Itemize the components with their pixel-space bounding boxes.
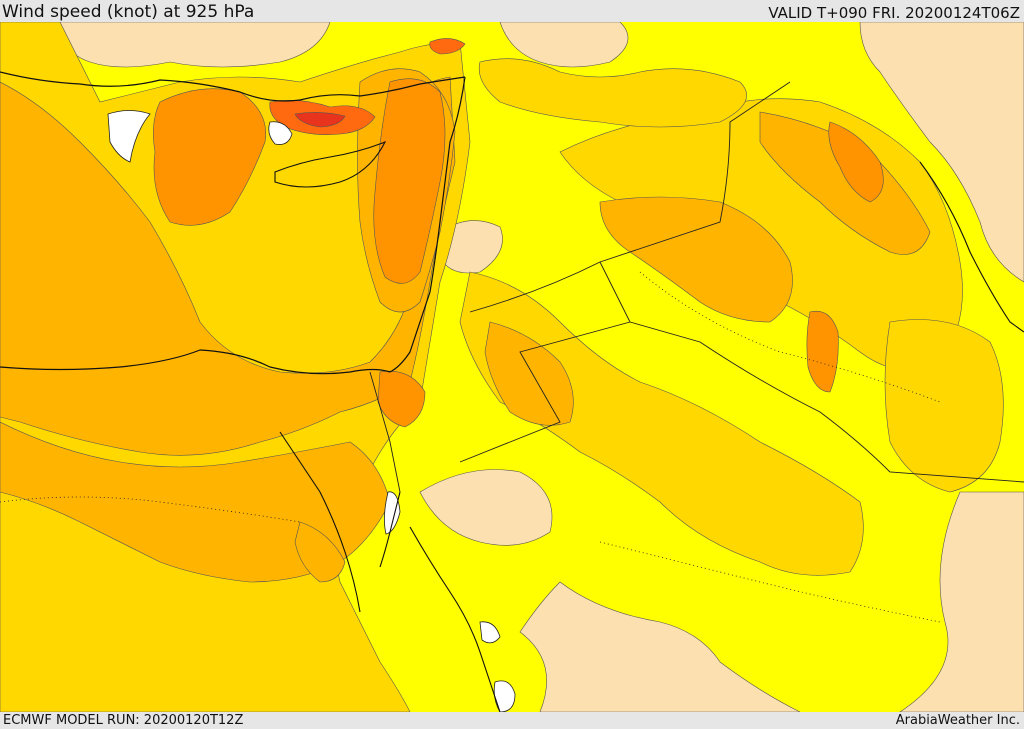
border-iraq-syria (469, 81, 791, 313)
field-orange-levant (373, 78, 446, 284)
map-title: Wind speed (knot) at 925 hPa (2, 2, 255, 22)
water-aegean (107, 110, 151, 163)
field-amber-nile (0, 421, 391, 583)
field-light-south (519, 581, 801, 712)
field-light-sinai (419, 469, 553, 546)
admin-line-iraq (639, 271, 941, 403)
field-light-lebanon (439, 220, 503, 274)
coastline-gulf-suez (279, 431, 361, 613)
water-red-sea (479, 621, 501, 644)
credit-label: ArabiaWeather Inc. (895, 713, 1020, 728)
coastline-turkey (0, 71, 466, 102)
map-canvas (0, 22, 1024, 712)
field-amber-jordan (484, 321, 574, 426)
field-red-core (294, 112, 346, 128)
field-light-east (899, 491, 1024, 712)
coastline-red-sea-east (409, 526, 501, 712)
field-light-topright (859, 22, 1024, 283)
field-golden-jordan (459, 271, 864, 576)
field-orange-iraq (828, 121, 884, 203)
wind-speed-map[interactable] (0, 22, 1024, 712)
footer-bar: ECMWF MODEL RUN: 20200120T12Z ArabiaWeat… (0, 712, 1024, 729)
field-light-westtop (59, 22, 331, 68)
admin-line-egypt (0, 496, 301, 523)
field-amber-redsea (294, 521, 346, 583)
field-golden-east (884, 319, 1004, 493)
field-light-northcenter (499, 22, 629, 68)
coastline-gulf-aqaba (379, 491, 401, 568)
water-cyprus-bay (268, 121, 293, 145)
header-bar: Wind speed (knot) at 925 hPa VALID T+090… (0, 0, 1024, 22)
water-dead-sea (384, 491, 401, 535)
coastline-egypt-north (0, 349, 391, 375)
valid-time-label: VALID T+090 FRI. 20200124T06Z (768, 4, 1020, 22)
coastline-persian-gulf (919, 161, 1024, 333)
border-egypt-sinai (369, 371, 401, 493)
admin-line-saudi (599, 541, 941, 623)
field-red-orange-north (429, 38, 466, 55)
field-orange-saudi (806, 310, 839, 393)
model-run-label: ECMWF MODEL RUN: 20200120T12Z (3, 713, 244, 728)
field-golden-north (478, 58, 747, 128)
coastline-cyprus (274, 140, 387, 188)
field-amber-iraq (599, 196, 793, 323)
border-jordan (459, 261, 631, 463)
coastline-levant (389, 76, 466, 373)
field-orange-sinai (377, 370, 426, 428)
border-saudi-iraq (629, 321, 1024, 483)
